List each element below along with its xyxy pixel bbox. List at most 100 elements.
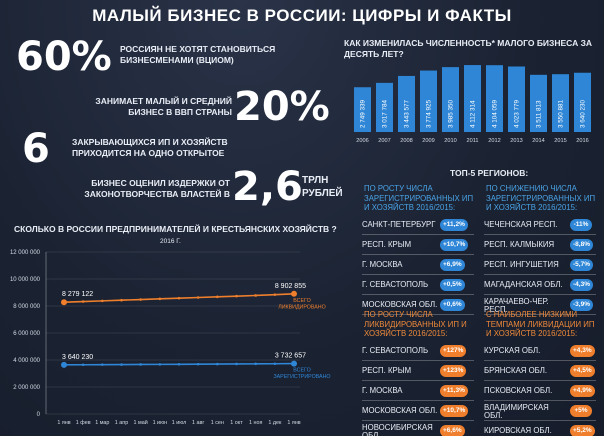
bar-value-label: 3 640 230 [580, 99, 587, 128]
region-name: НОВОСИБИРСКАЯ ОБЛ. [362, 423, 433, 436]
bar-year-label: 2010 [444, 138, 456, 144]
region-value-badge: +0,5% [440, 279, 465, 291]
region-row-divider [362, 400, 474, 401]
bar-value-label: 3 017 784 [382, 99, 389, 128]
series-point-1 [139, 363, 142, 366]
series-name-label: ВСЕГО [293, 298, 310, 304]
region-name: ВЛАДИМИРСКАЯ ОБЛ. [484, 403, 549, 420]
region-group-heading: ПО РОСТУ ЧИСЛА ЗАРЕГИСТРИРОВАННЫХ ИП И Х… [364, 184, 474, 212]
region-row-divider [484, 360, 596, 361]
x-tick-label: 1 июн [153, 420, 168, 426]
region-row: МАГАДАНСКАЯ ОБЛ. -4,3% [484, 278, 598, 292]
region-value-badge: +4,3% [570, 345, 595, 357]
series-point-0 [216, 295, 219, 299]
bar-year-label: 2015 [554, 138, 566, 144]
series-point-0 [61, 299, 67, 306]
region-value-badge: -8,8% [570, 239, 593, 251]
region-row: Г. МОСКВА +6,9% [362, 258, 476, 272]
fact-value-gdp: 20% [234, 84, 330, 130]
region-row-divider [484, 314, 596, 315]
regions-title: ТОП-5 РЕГИОНОВ: [450, 168, 529, 178]
region-row: РЕСП. КРЫМ +10,7% [362, 238, 476, 252]
bar-2009 [420, 70, 437, 132]
x-tick-label: 1 ноя [249, 420, 262, 426]
region-name: Г. МОСКВА [362, 259, 403, 269]
bar-2015 [552, 74, 569, 132]
region-row: РЕСП. КРЫМ +123% [362, 364, 476, 378]
fact-text-closing: ЗАКРЫВАЮЩИХСЯ ИП И ХОЗЯЙСТВ ПРИХОДИТСЯ Н… [72, 137, 228, 158]
region-row-divider [362, 420, 474, 421]
region-row: МОСКОВСКАЯ ОБЛ. +10,7% [362, 404, 476, 418]
bar-value-label: 4 112 314 [470, 100, 477, 128]
x-tick-label: 1 янв [287, 420, 300, 426]
y-tick-label: 10 000 000 [10, 277, 41, 283]
series-point-0 [196, 296, 200, 299]
series-point-0 [81, 300, 85, 303]
region-name: ПСКОВСКАЯ ОБЛ. [484, 385, 553, 395]
fact-text-costs: БИЗНЕС ОЦЕНИЛ ИЗДЕРЖКИ ОТ ЗАКОНОТВОРЧЕСТ… [84, 178, 230, 199]
region-name: Г. СЕВАСТОПОЛЬ [362, 345, 429, 355]
series-end-label: 3 732 657 [275, 353, 306, 360]
region-value-badge: +127% [440, 345, 467, 357]
region-name: РЕСП. КРЫМ [362, 239, 412, 249]
region-row-divider [362, 294, 474, 295]
series-point-0 [177, 296, 181, 300]
bar-2010 [442, 67, 459, 132]
region-row: БРЯНСКАЯ ОБЛ. +4,5% [484, 364, 598, 378]
fact-text-gdp: ЗАНИМАЕТ МАЛЫЙ И СРЕДНИЙ БИЗНЕС В ВВП СТ… [95, 96, 232, 117]
bar-year-label: 2008 [400, 138, 412, 144]
x-tick-label: 1 дек [268, 420, 282, 426]
bar-value-label: 3 550 881 [558, 99, 565, 128]
series-point-0 [235, 294, 238, 298]
region-name: КИРОВСКАЯ ОБЛ. [484, 425, 552, 435]
x-tick-label: 1 май [134, 419, 148, 426]
bar-year-label: 2014 [532, 138, 544, 144]
series-point-1 [273, 362, 277, 366]
region-name: РЕСП. КАЛМЫКИЯ [484, 239, 555, 249]
region-value-badge: +6,9% [440, 259, 465, 271]
x-tick-label: 1 авг [192, 420, 204, 426]
series-point-1 [61, 361, 67, 368]
region-row-divider [362, 234, 474, 235]
region-name: МОСКОВСКАЯ ОБЛ. [362, 299, 438, 309]
series-name-label: ЛИКВИДИРОВАНО [278, 304, 325, 310]
region-name: КУРСКАЯ ОБЛ. [484, 345, 541, 355]
region-row: НОВОСИБИРСКАЯ ОБЛ. +6,6% [362, 424, 476, 436]
region-value-badge: -5,7% [570, 259, 593, 271]
region-row-divider [484, 294, 596, 295]
region-value-badge: -3,9% [570, 299, 593, 311]
series-name-label: ВСЕГО [293, 368, 310, 374]
bar-year-label: 2007 [378, 138, 390, 144]
bar-value-label: 3 443 577 [404, 99, 411, 128]
bar-2016 [574, 72, 591, 132]
region-name: КАРАЧАЕВО-ЧЕР. РЕСП. [484, 297, 549, 314]
region-row: ПСКОВСКАЯ ОБЛ. +4,9% [484, 384, 598, 398]
region-name: БРЯНСКАЯ ОБЛ. [484, 365, 548, 375]
bar-2013 [508, 66, 525, 132]
region-value-badge: +11,2% [440, 219, 468, 231]
line-chart: 0 2 000 000 4 000 000 6 000 000 8 000 000 10 … [10, 250, 331, 426]
region-row-divider [484, 420, 596, 421]
bar-2007 [376, 82, 393, 132]
region-row: МОСКОВСКАЯ ОБЛ. +0,6% [362, 298, 476, 312]
y-tick-label: 8 000 000 [13, 304, 40, 310]
fact-value-refusal: 60% [16, 34, 112, 80]
region-row-divider [484, 380, 596, 381]
region-row: КУРСКАЯ ОБЛ. +4,3% [484, 344, 598, 358]
x-tick-label: 1 янв [57, 420, 70, 426]
region-row: РЕСП. КАЛМЫКИЯ -8,8% [484, 238, 598, 252]
region-value-badge: +6,6% [440, 425, 465, 436]
region-name: МОСКОВСКАЯ ОБЛ. [362, 405, 438, 415]
region-row: САНКТ-ПЕТЕРБУРГ +11,2% [362, 218, 476, 232]
bar-2011 [464, 65, 481, 132]
x-tick-label: 1 окт [230, 420, 243, 426]
y-tick-label: 2 000 000 [13, 385, 40, 391]
series-point-1 [158, 363, 162, 366]
fact-value-costs: 2,6 [232, 164, 303, 210]
series-point-1 [291, 360, 297, 367]
region-name: РЕСП. ИНГУШЕТИЯ [484, 259, 559, 269]
region-value-badge: +123% [440, 365, 467, 377]
bar-year-label: 2013 [510, 138, 522, 144]
bar-year-label: 2016 [576, 138, 588, 144]
